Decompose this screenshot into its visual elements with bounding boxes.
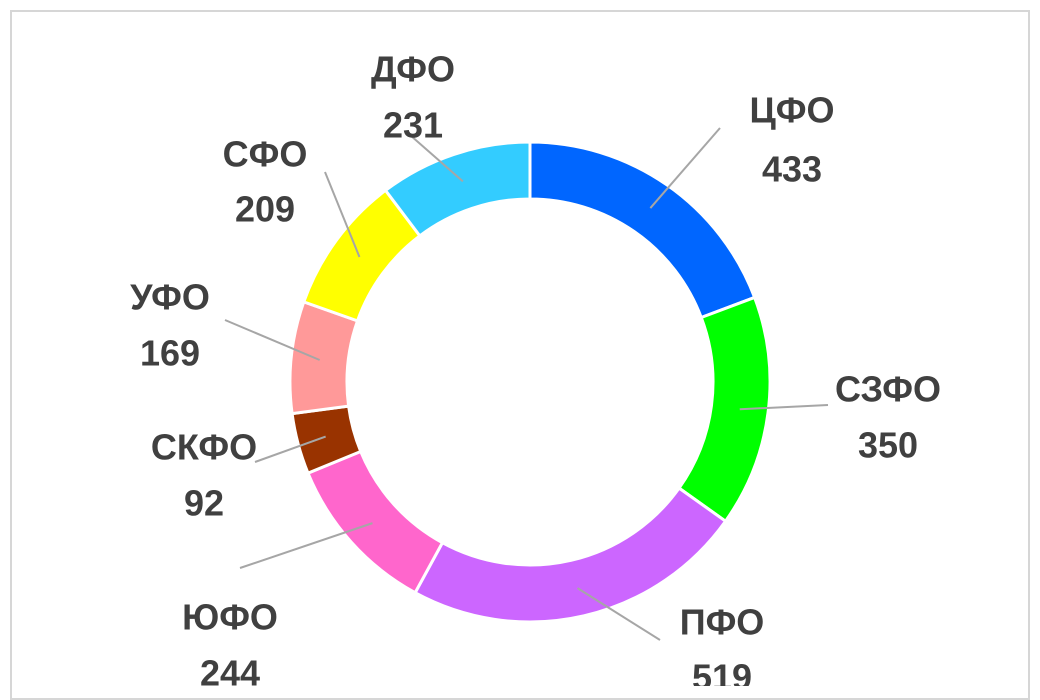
donut-slice-1 bbox=[528, 140, 757, 320]
data-label-category-4: ЮФО bbox=[182, 597, 278, 638]
data-label-category-8: ДФО bbox=[371, 49, 455, 90]
data-label-category-5: СКФО bbox=[151, 427, 257, 468]
data-label-value-1: 433 bbox=[762, 149, 822, 190]
leader-line-1 bbox=[649, 127, 721, 209]
donut-slice-8 bbox=[383, 140, 532, 238]
leader-line-7 bbox=[324, 171, 361, 258]
data-label-value-4: 244 bbox=[200, 653, 260, 686]
leader-line-3 bbox=[576, 587, 661, 641]
leader-line-4 bbox=[239, 522, 373, 569]
leader-line-6 bbox=[224, 319, 321, 361]
data-label-category-2: СЗФО bbox=[835, 369, 941, 410]
data-label-value-7: 209 bbox=[235, 189, 295, 230]
data-label-category-1: ЦФО bbox=[749, 90, 834, 131]
leader-line-8 bbox=[409, 134, 464, 183]
data-label-value-3: 519 bbox=[692, 657, 752, 686]
leader-line-5 bbox=[254, 435, 326, 463]
data-label-category-3: ПФО bbox=[680, 602, 765, 643]
data-label-value-2: 350 bbox=[858, 425, 918, 466]
donut-slice-4 bbox=[306, 449, 445, 595]
data-label-value-8: 231 bbox=[383, 105, 443, 146]
data-label-category-7: СФО bbox=[223, 134, 308, 175]
data-label-value-6: 169 bbox=[140, 333, 200, 374]
leader-line-2 bbox=[739, 404, 829, 411]
data-label-value-5: 92 bbox=[184, 483, 224, 524]
data-label-category-6: УФО bbox=[130, 277, 210, 318]
